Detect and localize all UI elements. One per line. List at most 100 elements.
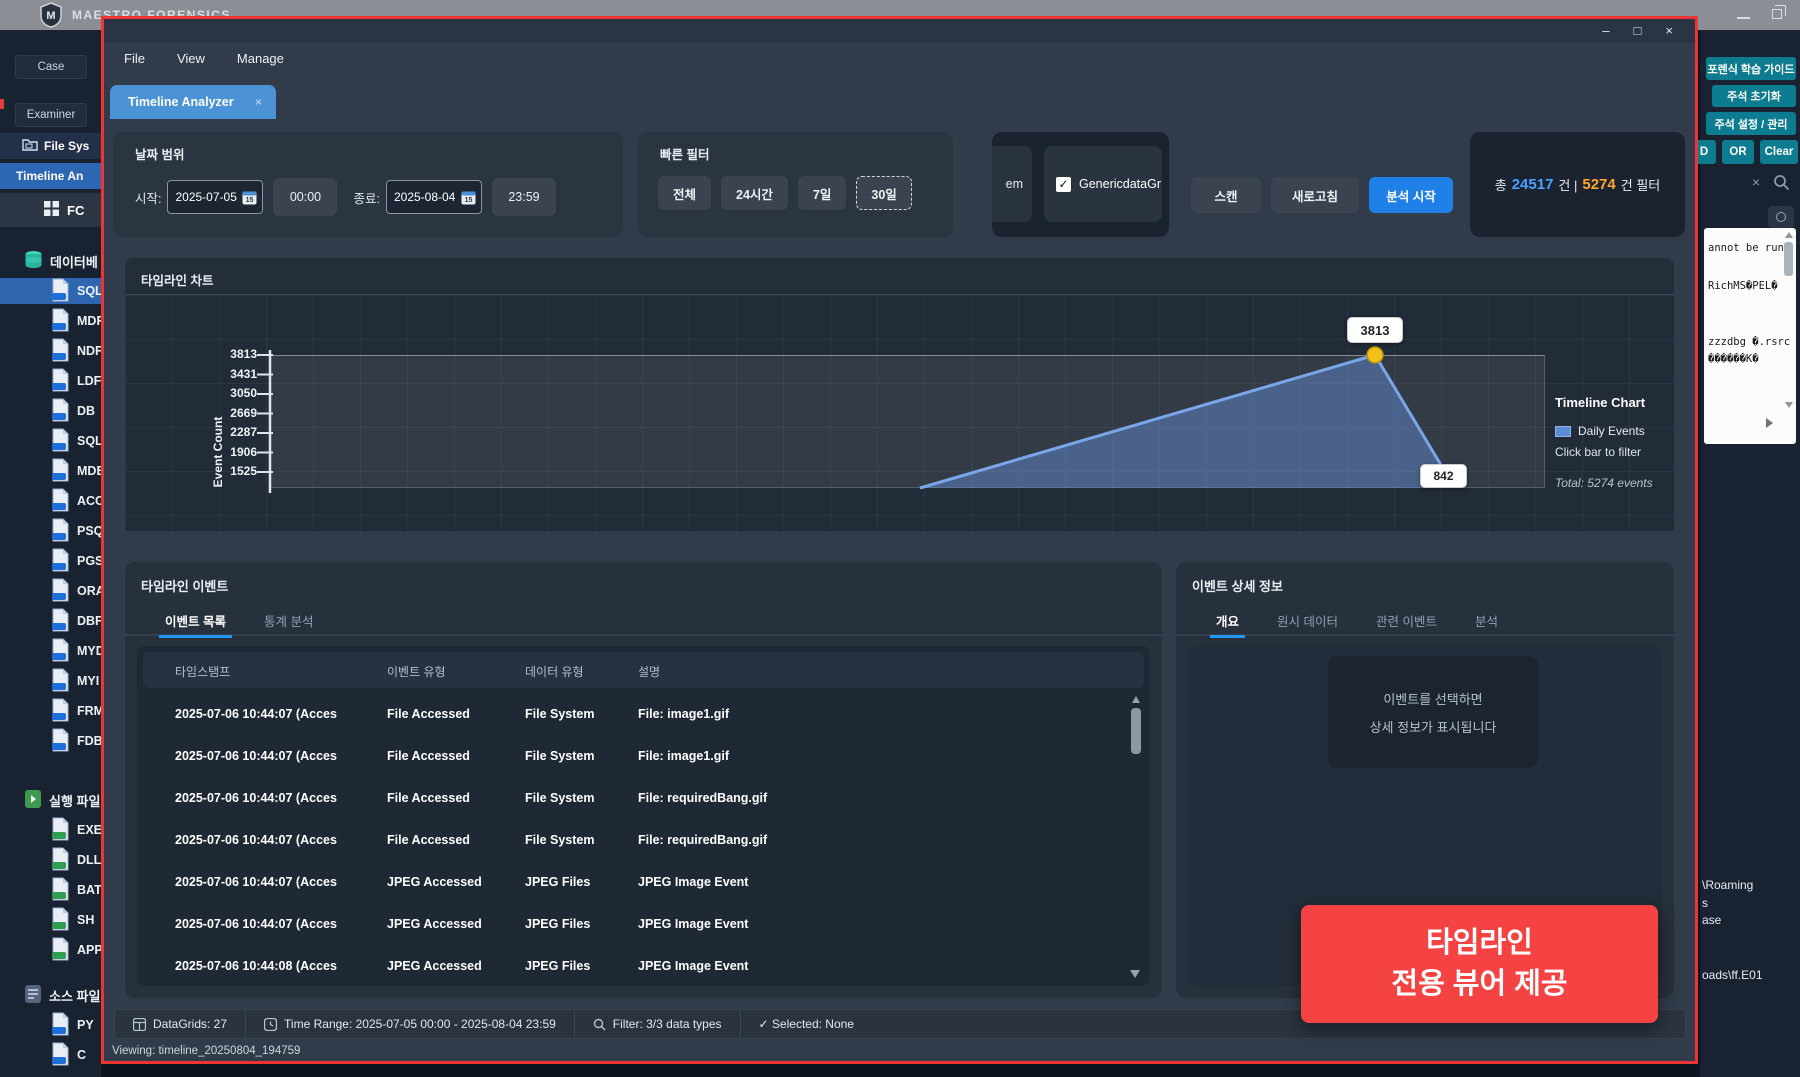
quick-filter-option-2[interactable]: 7일 [797,176,847,210]
scroll-down-icon[interactable] [1785,402,1793,408]
date-range-title: 날짜 범위 [135,148,185,162]
sidebar-item-ora[interactable]: ORA [0,578,101,604]
annotation-button-1[interactable]: 주석 초기화 [1712,85,1796,107]
sidebar-item-label: DLL [77,853,101,867]
hex-scrollbar[interactable] [1784,230,1794,442]
sidebar-item-c[interactable]: C [0,1042,101,1068]
data-source-item[interactable]: ✓ GenericdataGr [1044,146,1162,222]
menu-item-view[interactable]: View [176,51,205,66]
sidebar-item-py[interactable]: PY [0,1012,101,1038]
table-row[interactable]: 2025-07-06 10:44:08 (Acces JPEG Accessed J… [143,946,1144,988]
file-type-icon [50,458,70,485]
sidebar-item-frm[interactable]: FRM [0,698,101,724]
start-analysis-button[interactable]: 분석 시작 [1369,177,1453,213]
sidebar-item-myi[interactable]: MYI [0,668,101,694]
quick-filter-option-0[interactable]: 전체 [658,176,712,210]
sidebar-item-app[interactable]: APP [0,937,101,963]
examiner-button[interactable]: Examiner [15,103,87,127]
tab-details-2[interactable]: 관련 이벤트 [1376,615,1437,629]
end-date-input[interactable]: 2025-08-04 15 [385,180,482,214]
checkbox-checked-icon[interactable]: ✓ [1056,176,1071,192]
menu-item-file[interactable]: File [124,51,145,66]
sidebar-item-timeline-analyzer[interactable]: Timeline An [0,163,101,189]
dialog-titlebar[interactable] [104,19,1695,43]
sidebar-item-mdf[interactable]: MDF [0,308,101,334]
quick-filter-option-3[interactable]: 30일 [856,176,912,210]
column-header-description[interactable]: 설명 [638,665,661,679]
search-input[interactable]: × [1700,170,1800,196]
table-row[interactable]: 2025-07-06 10:44:07 (Acces File Accessed F… [143,736,1144,778]
start-time-input[interactable]: 00:00 [273,178,338,216]
end-time-input[interactable]: 23:59 [491,178,556,216]
tab-close-icon[interactable]: × [254,95,262,109]
data-source-item-clipped[interactable]: em [992,146,1032,222]
file-type-icon [50,1042,70,1069]
dialog-maximize-icon[interactable]: □ [1633,23,1642,38]
filter-logic-button-1[interactable]: OR [1722,140,1754,164]
scroll-thumb[interactable] [1131,708,1141,754]
column-header-timestamp[interactable]: 타임스탬프 [175,665,231,679]
sidebar-item-mdb[interactable]: MDB [0,458,101,484]
hex-viewer-panel[interactable]: annot be run RichMS�PEL� zzzdbg �.rsrc ����… [1704,228,1796,444]
tab-details-0[interactable]: 개요 [1209,604,1246,638]
status-filter-text: Filter: 3/3 data types [612,1017,722,1031]
tab-details-3[interactable]: 분석 [1474,615,1498,629]
sidebar-item-psq[interactable]: PSQ [0,518,101,544]
clear-search-icon[interactable]: × [1751,174,1760,190]
dialog-minimize-icon[interactable]: – [1602,23,1610,38]
column-header-event-type[interactable]: 이벤트 유형 [387,665,446,679]
sidebar-item-bat[interactable]: BAT [0,877,101,903]
viewing-file-label: Viewing: timeline_20250804_194759 [112,1045,301,1057]
tab-details-1[interactable]: 원시 데이터 [1277,615,1338,629]
scroll-up-icon[interactable] [1132,696,1140,703]
sidebar-item-exe[interactable]: EXE [0,817,101,843]
dialog-close-icon[interactable]: × [1665,23,1673,38]
search-icon[interactable] [1773,174,1790,196]
column-header-data-type[interactable]: 데이터 유형 [525,665,584,679]
tab-events-0[interactable]: 이벤트 목록 [159,604,232,638]
filter-logic-button-2[interactable]: Clear [1760,140,1798,164]
main-restore-icon[interactable] [1772,5,1786,19]
event-timestamp-cell: 2025-07-06 10:44:07 (Acces [175,749,337,763]
events-scrollbar[interactable] [1130,696,1142,976]
sidebar-item-fdb[interactable]: FDB [0,728,101,754]
case-button[interactable]: Case [15,55,87,79]
table-row[interactable]: 2025-07-06 10:44:07 (Acces File Accessed F… [143,694,1144,736]
sidebar-item-ldf[interactable]: LDF [0,368,101,394]
main-minimize-icon[interactable] [1737,17,1750,19]
sidebar-item-fc[interactable]: FC [0,193,101,227]
file-type-icon [50,278,70,305]
annotation-button-2[interactable]: 주석 설정 / 관리 [1706,112,1796,135]
table-row[interactable]: 2025-07-06 10:44:07 (Acces File Accessed F… [143,820,1144,862]
scroll-down-icon[interactable] [1130,970,1140,978]
scroll-right-icon[interactable] [1766,418,1773,428]
sidebar-item-dbf[interactable]: DBF [0,608,101,634]
sidebar-item-dll[interactable]: DLL [0,847,101,873]
scan-button[interactable]: 스캔 [1191,177,1261,213]
scroll-up-icon[interactable] [1785,232,1793,238]
sidebar-item-sql[interactable]: SQL [0,428,101,454]
refresh-button[interactable]: 새로고침 [1271,177,1359,213]
table-row[interactable]: 2025-07-06 10:44:07 (Acces JPEG Accessed J… [143,862,1144,904]
peak-marker[interactable] [1366,346,1384,364]
sidebar-item-pgs[interactable]: PGS [0,548,101,574]
sidebar-item-db[interactable]: DB [0,398,101,424]
table-row[interactable]: 2025-07-06 10:44:07 (Acces File Accessed F… [143,778,1144,820]
sidebar-item-file-system[interactable]: File Sys [0,133,101,159]
refresh-icon[interactable] [1768,206,1794,228]
annotation-button-0[interactable]: 포렌식 학습 가이드 [1706,57,1796,80]
table-row[interactable]: 2025-07-06 10:44:07 (Acces JPEG Accessed J… [143,904,1144,946]
stats-unit: 건 필터 [1620,178,1661,193]
sidebar-item-sql[interactable]: SQL [0,278,101,304]
quick-filter-option-1[interactable]: 24시간 [721,176,788,210]
tab-timeline-analyzer[interactable]: Timeline Analyzer × [110,85,276,119]
timeline-chart[interactable]: Event Count 3813 842 Timeline Chart Dail… [125,295,1674,531]
scroll-thumb[interactable] [1784,242,1793,276]
tab-events-1[interactable]: 통계 분석 [263,615,314,629]
sidebar-item-acc[interactable]: ACC [0,488,101,514]
sidebar-item-myd[interactable]: MYD [0,638,101,664]
sidebar-item-ndf[interactable]: NDF [0,338,101,364]
sidebar-item-sh[interactable]: SH [0,907,101,933]
menu-item-manage[interactable]: Manage [236,51,284,66]
start-date-input[interactable]: 2025-07-05 15 [167,180,264,214]
